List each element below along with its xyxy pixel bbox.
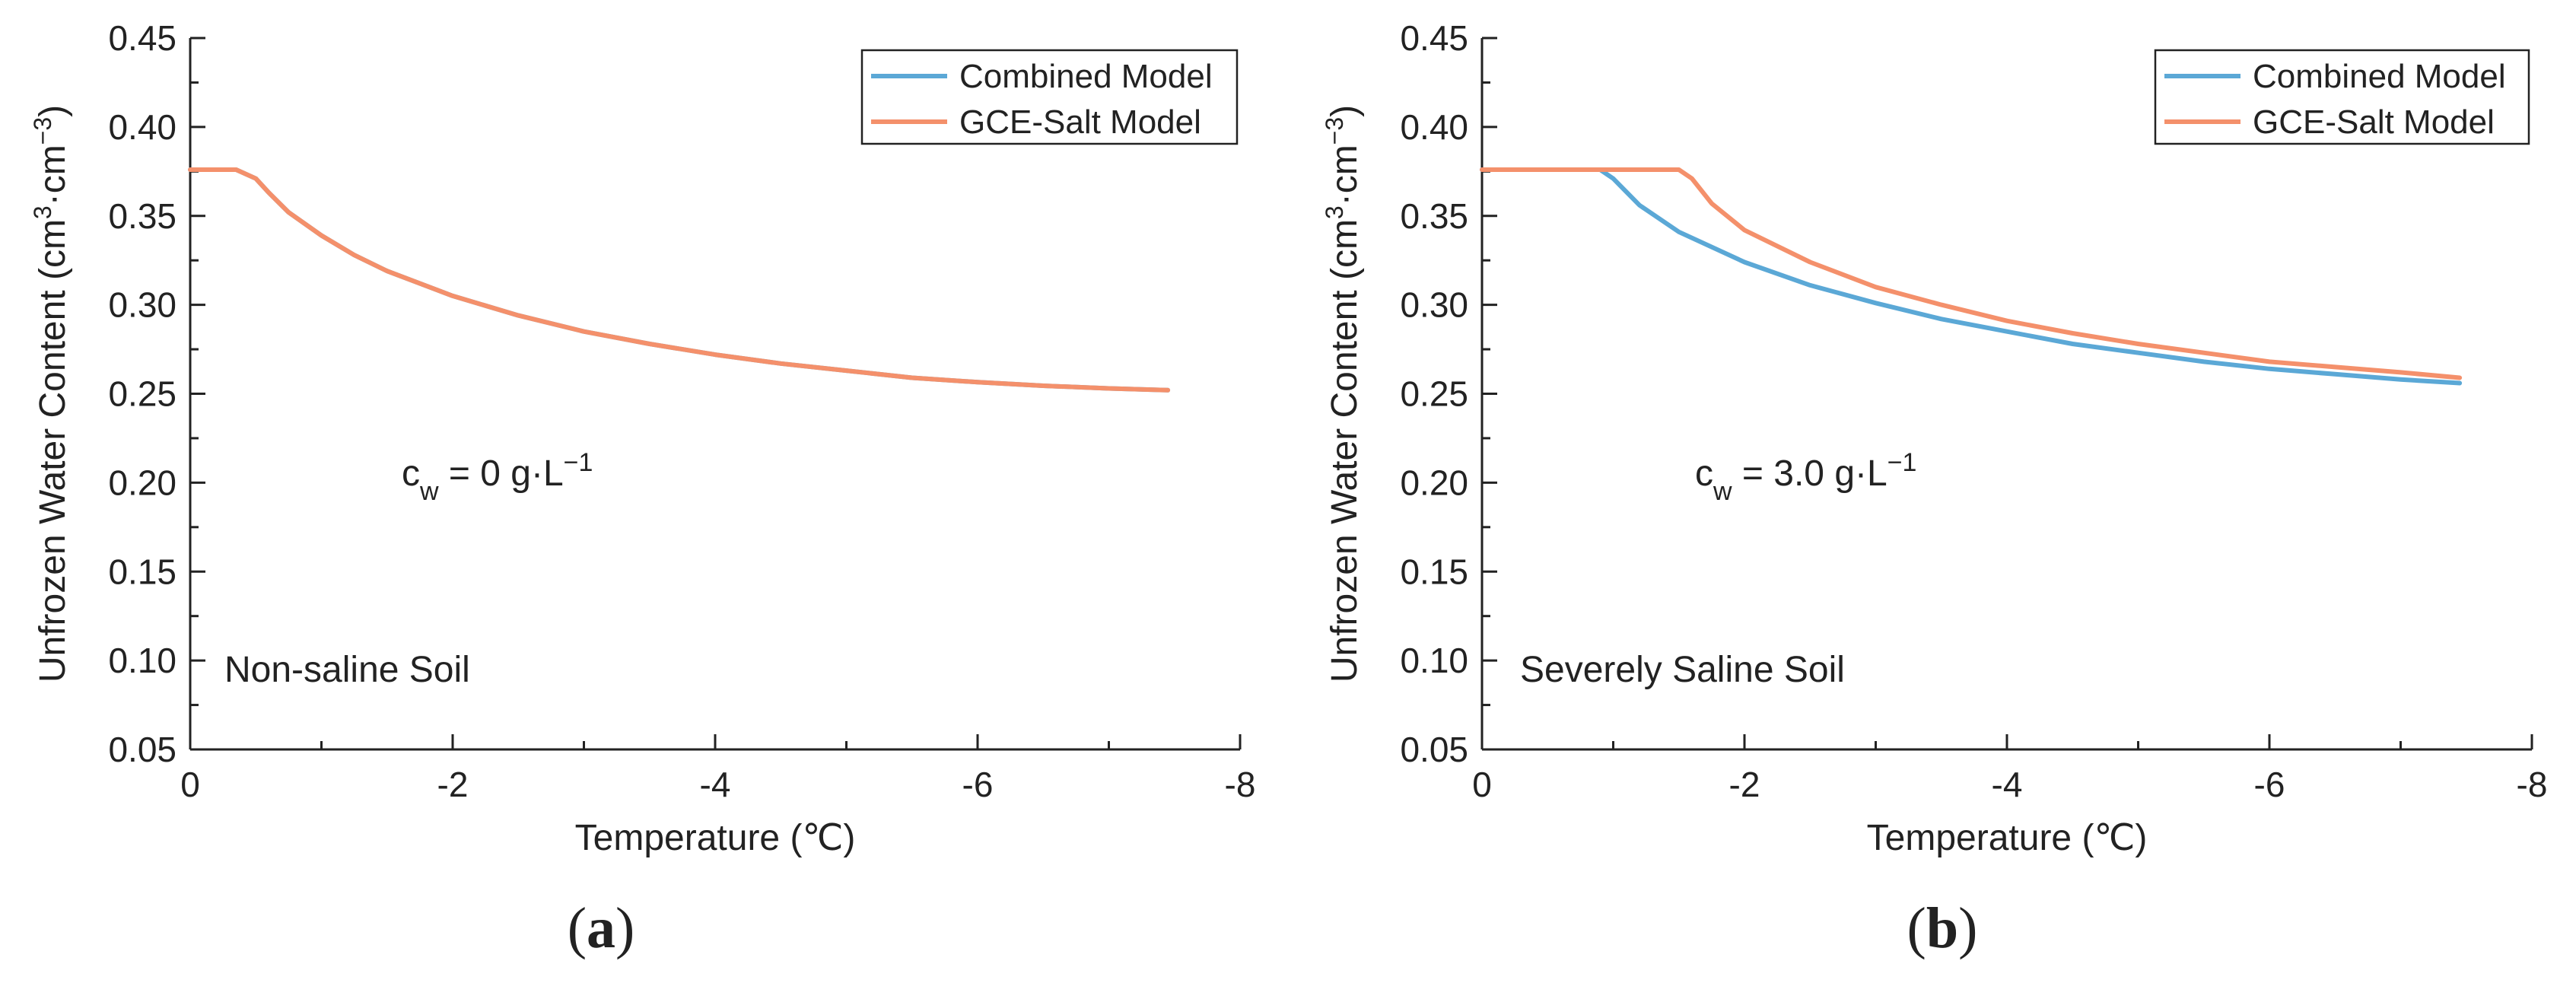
y-tick-label: 0.15 (108, 552, 177, 591)
legend-box (860, 49, 1239, 145)
y-tick-label: 0.20 (108, 463, 177, 502)
soil-type-annotation: Non-saline Soil (224, 650, 470, 690)
y-tick-label: 0.35 (1400, 196, 1468, 236)
y-axis-title: Unfrozen Water Content (cm3·cm−3) (1321, 105, 1365, 682)
legend-label: GCE-Salt Model (2253, 103, 2495, 141)
x-axis-title: Temperature (℃) (575, 818, 856, 858)
y-tick-label: 0.45 (1400, 18, 1468, 58)
y-tick-label: 0.45 (108, 18, 177, 58)
y-tick-label: 0.10 (108, 641, 177, 680)
y-tick-label: 0.05 (1400, 730, 1468, 769)
legend-label: Combined Model (959, 58, 1213, 95)
y-tick-label: 0.40 (108, 107, 177, 147)
y-tick-label: 0.15 (1400, 552, 1468, 591)
concentration-annotation: cw = 0 g·L−1 (402, 448, 593, 506)
x-tick-label: 0 (180, 765, 200, 804)
y-axis-title: Unfrozen Water Content (cm3·cm−3) (29, 105, 73, 682)
y-tick-label: 0.30 (108, 285, 177, 325)
x-tick-label: -8 (2517, 765, 2548, 804)
y-tick-label: 0.25 (108, 374, 177, 414)
legend: Combined Model GCE-Salt Model (2154, 49, 2530, 145)
legend-label: Combined Model (2253, 58, 2506, 95)
series-line-gce-salt-model (1480, 167, 2463, 380)
y-tick-label: 0.05 (108, 730, 177, 769)
y-tick-label: 0.35 (108, 196, 177, 236)
x-tick-label: 0 (1472, 765, 1492, 804)
y-tick-label: 0.30 (1400, 285, 1468, 325)
x-tick-label: -4 (700, 765, 731, 804)
series-line-combined-model (1480, 167, 2463, 386)
series-line-combined-model (188, 167, 1171, 393)
x-tick-label: -6 (2254, 765, 2285, 804)
x-axis-title: Temperature (℃) (1867, 818, 2148, 858)
chart-panel-a: 0.05 0.10 0.15 0.20 0.25 0.30 0.35 0.40 0.45 0 -2 -… (29, 18, 1255, 960)
y-tick-label: 0.10 (1400, 641, 1468, 680)
chart-panel-b: 0.05 0.10 0.15 0.20 0.25 0.30 0.35 0.40 0.45 0 -2 -… (1321, 18, 2547, 960)
y-tick-label: 0.20 (1400, 463, 1468, 502)
y-tick-label: 0.25 (1400, 374, 1468, 414)
soil-type-annotation: Severely Saline Soil (1520, 650, 1845, 690)
panel-label: (b) (1907, 896, 1978, 960)
series-line-gce-salt-model (188, 167, 1171, 393)
x-tick-label: -2 (1729, 765, 1760, 804)
legend: Combined Model GCE-Salt Model (860, 49, 1239, 145)
legend-label: GCE-Salt Model (959, 103, 1201, 141)
concentration-annotation: cw = 3.0 g·L−1 (1695, 448, 1916, 506)
x-tick-label: -4 (1992, 765, 2023, 804)
x-tick-label: -8 (1225, 765, 1256, 804)
legend-box (2154, 49, 2530, 145)
x-tick-label: -2 (437, 765, 469, 804)
x-tick-label: -6 (962, 765, 994, 804)
panel-label: (a) (568, 896, 635, 960)
y-tick-label: 0.40 (1400, 107, 1468, 147)
